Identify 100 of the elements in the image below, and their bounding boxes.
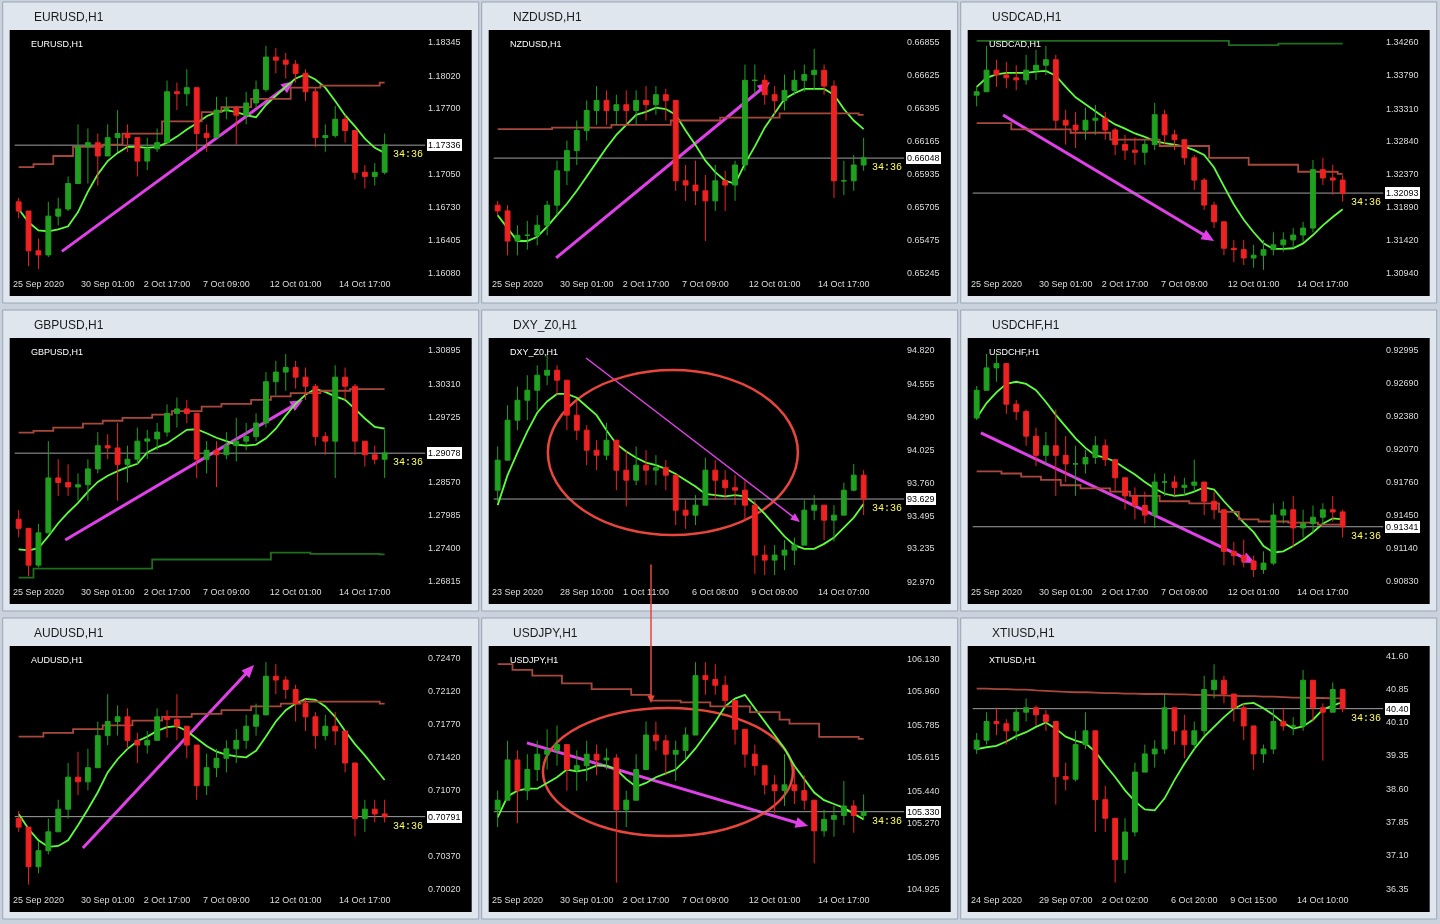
candlestick	[643, 85, 649, 122]
candlestick	[1003, 61, 1010, 89]
candlestick	[144, 137, 151, 171]
candlestick	[751, 499, 758, 575]
candlestick	[653, 721, 659, 751]
candlestick	[1062, 109, 1069, 146]
y-tick-label: 1.26815	[428, 576, 461, 587]
candlestick	[1260, 744, 1267, 764]
candlestick	[801, 499, 808, 546]
candlestick	[983, 353, 990, 391]
ref-line-label: 40.40	[1386, 704, 1409, 714]
candlestick	[1062, 762, 1069, 791]
y-tick-label: 94.290	[907, 411, 935, 422]
candlestick	[1270, 707, 1277, 755]
x-tick-label: 25 Sep 2020	[491, 895, 543, 906]
candlestick	[84, 127, 91, 185]
candlestick	[312, 383, 319, 447]
text: 34:36	[872, 503, 903, 514]
x-tick-label: 25 Sep 2020	[12, 895, 64, 906]
line-series	[975, 69, 1344, 250]
candlestick	[1102, 438, 1109, 467]
candlestick	[563, 744, 570, 792]
candlestick	[183, 725, 190, 759]
y-tick-label: 38.60	[1386, 783, 1409, 794]
x-tick-label: 12 Oct 01:00	[269, 279, 322, 290]
candlestick	[1033, 427, 1039, 467]
y-tick-label: 104.925	[907, 884, 940, 895]
candlestick	[1171, 475, 1178, 497]
candlestick	[1300, 509, 1306, 539]
x-tick-label: 2 Oct 17:00	[622, 279, 670, 290]
candlestick	[494, 790, 501, 828]
y-tick-label: 0.91760	[1386, 477, 1419, 488]
x-tick-label: 2 Oct 17:00	[143, 587, 191, 598]
candlestick	[494, 445, 501, 502]
candlestick	[332, 105, 339, 139]
candlestick	[253, 80, 259, 109]
candlestick	[1310, 159, 1316, 233]
candlestick	[223, 739, 230, 773]
x-tick-label: 14 Oct 17:00	[339, 895, 391, 906]
candlestick	[840, 780, 847, 826]
candlestick	[514, 385, 521, 431]
candlestick	[1329, 681, 1336, 713]
candlestick	[494, 200, 501, 216]
candlestick	[1132, 137, 1138, 166]
x-tick-label: 12 Oct 01:00	[269, 895, 322, 906]
y-tick-label: 1.17700	[428, 103, 461, 114]
candlestick	[292, 684, 299, 723]
ref-line-label: 0.91341	[1386, 522, 1419, 532]
candlestick	[1221, 509, 1227, 566]
candlestick	[791, 69, 798, 96]
candlestick	[292, 59, 299, 84]
x-tick-label: 12 Oct 01:00	[1227, 279, 1280, 290]
candlestick	[144, 429, 151, 460]
candlestick	[174, 693, 180, 741]
candlestick	[352, 129, 358, 180]
y-tick-label: 0.92070	[1386, 444, 1419, 455]
x-tick-label: 30 Sep 01:00	[80, 895, 135, 906]
candlestick	[1102, 785, 1109, 833]
text: 34:36	[872, 162, 903, 173]
candlestick	[233, 105, 240, 146]
ref-line-label: 0.66048	[907, 153, 940, 163]
candlestick	[55, 799, 62, 833]
candlestick	[124, 123, 131, 153]
candlestick	[1290, 495, 1297, 548]
candlestick	[613, 439, 620, 491]
candlestick	[75, 751, 81, 796]
y-tick-label: 1.18020	[428, 70, 461, 81]
text: EURUSD,H1	[31, 39, 84, 49]
candlestick	[702, 457, 709, 506]
candlestick	[821, 504, 827, 541]
candlestick	[1181, 477, 1188, 497]
x-tick-label: 30 Sep 01:00	[80, 587, 135, 598]
candlestick	[312, 711, 319, 750]
x-tick-label: 7 Oct 09:00	[203, 587, 250, 598]
candlestick	[751, 64, 758, 96]
candlestick	[514, 749, 521, 824]
y-tick-label: 1.34260	[1386, 37, 1419, 48]
candlestick	[1280, 231, 1287, 253]
y-tick-label: 0.65245	[907, 268, 940, 279]
candlestick	[65, 175, 72, 212]
x-tick-label: 14 Oct 17:00	[339, 587, 391, 598]
x-tick-label: 25 Sep 2020	[12, 587, 64, 598]
candlestick	[563, 140, 570, 186]
candlestick	[771, 774, 778, 815]
line-series	[17, 388, 386, 552]
candlestick	[1230, 693, 1237, 723]
x-tick-label: 30 Sep 01:00	[559, 895, 614, 906]
candlestick	[164, 403, 170, 438]
candlestick	[272, 663, 279, 695]
y-tick-label: 1.32840	[1386, 136, 1419, 147]
candlestick	[603, 422, 610, 461]
candlestick	[1329, 164, 1336, 196]
candlestick	[1319, 702, 1326, 762]
chart-title: NZDUSD,H1	[513, 10, 582, 24]
text: 34:36	[1351, 197, 1382, 208]
candlestick	[174, 397, 180, 429]
candlestick	[154, 707, 161, 741]
x-tick-label: 29 Sep 07:00	[1038, 895, 1093, 906]
candlestick	[593, 744, 600, 776]
candlestick	[742, 728, 748, 769]
